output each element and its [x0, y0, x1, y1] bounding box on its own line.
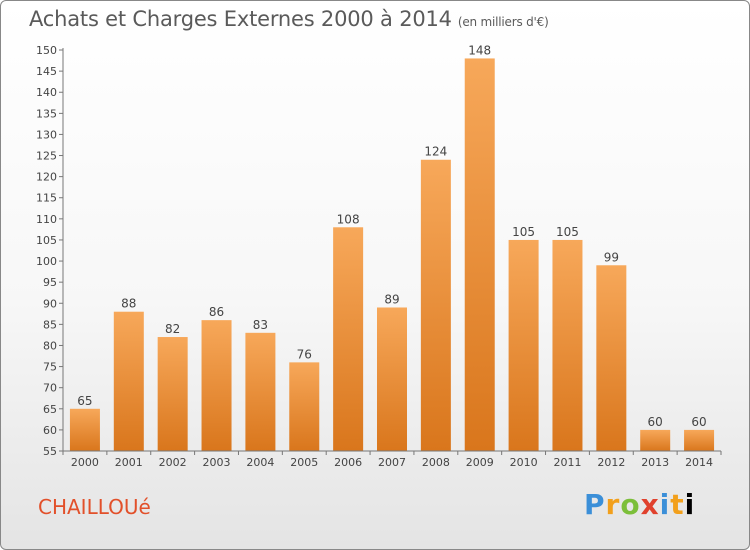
bar-value-label: 99 [604, 250, 619, 264]
location-label: CHAILLOUé [38, 495, 151, 519]
bar [289, 362, 320, 451]
x-tick-label: 2000 [71, 456, 99, 469]
x-tick-label: 2001 [115, 456, 143, 469]
y-tick-label: 140 [36, 86, 57, 99]
bar-value-label: 60 [648, 415, 663, 429]
proxiti-logo[interactable]: Proxiti [584, 488, 695, 521]
x-tick-label: 2014 [685, 456, 713, 469]
chart-title: Achats et Charges Externes 2000 à 2014 (e… [29, 7, 549, 31]
bar-value-label: 60 [691, 415, 706, 429]
y-tick-label: 65 [43, 403, 57, 416]
brand-letter: o [620, 488, 641, 521]
bar [69, 408, 100, 451]
bar-value-label: 148 [468, 43, 491, 57]
y-axis: 55 60 65 70 75 80 85 90 95 100 105 110 115 120 125 130 1… [36, 44, 64, 458]
y-tick-label: 85 [43, 318, 57, 331]
brand-letter: x [640, 488, 660, 521]
bar-value-label: 124 [424, 145, 447, 159]
bar [508, 239, 539, 451]
brand-letter: P [584, 488, 606, 521]
bar [596, 265, 627, 451]
bar [157, 337, 188, 451]
y-tick-label: 75 [43, 361, 57, 374]
x-tick-label: 2009 [466, 456, 494, 469]
bar [552, 239, 583, 451]
bars-group: 65 88 82 86 83 76 108 89 124 148 105 105 99 60 60 [69, 43, 715, 451]
bar [377, 307, 407, 451]
y-tick-label: 130 [36, 128, 57, 141]
bar-value-label: 105 [512, 225, 535, 239]
bar-value-label: 89 [384, 292, 399, 306]
title-unit: (en milliers d'€) [457, 15, 549, 29]
x-tick-label: 2013 [641, 456, 669, 469]
bar-value-label: 108 [337, 212, 360, 226]
y-tick-label: 110 [36, 213, 57, 226]
y-tick-label: 120 [36, 171, 57, 184]
x-tick-label: 2005 [290, 456, 318, 469]
x-tick-label: 2007 [378, 456, 406, 469]
y-tick-label: 55 [43, 445, 57, 458]
bar [640, 429, 671, 451]
x-tick-label: 2004 [246, 456, 274, 469]
bar-value-label: 105 [556, 225, 579, 239]
y-tick-label: 95 [43, 276, 57, 289]
y-tick-label: 90 [43, 297, 57, 310]
bar [420, 159, 451, 451]
brand-letter: i [659, 488, 671, 521]
y-tick-label: 105 [36, 234, 57, 247]
x-axis: 2000 2001 2002 2003 2004 2005 2006 2007 2008 2009… [62, 450, 722, 469]
brand-letter: i [684, 488, 696, 521]
bar [684, 429, 715, 451]
bar [245, 332, 276, 451]
x-tick-label: 2011 [553, 456, 581, 469]
bar-value-label: 65 [77, 394, 92, 408]
bar-value-label: 88 [121, 297, 136, 311]
x-tick-label: 2006 [334, 456, 362, 469]
bar-value-label: 76 [297, 347, 312, 361]
bar [113, 311, 144, 451]
brand-letter: t [670, 488, 685, 521]
y-tick-label: 135 [36, 107, 57, 120]
x-tick-label: 2003 [203, 456, 231, 469]
y-tick-label: 145 [36, 65, 57, 78]
bar [464, 58, 495, 451]
y-tick-label: 60 [43, 424, 57, 437]
y-tick-label: 125 [36, 150, 57, 163]
bar [201, 320, 232, 451]
y-tick-label: 100 [36, 255, 57, 268]
x-tick-label: 2002 [159, 456, 187, 469]
x-tick-label: 2012 [597, 456, 625, 469]
y-tick-label: 70 [43, 382, 57, 395]
bar [333, 227, 364, 451]
bar-value-label: 86 [209, 305, 224, 319]
brand-letter: r [605, 488, 621, 521]
y-tick-label: 115 [36, 192, 57, 205]
title-text: Achats et Charges Externes 2000 à 2014 [29, 7, 452, 31]
bar-value-label: 83 [253, 318, 268, 332]
y-tick-label: 150 [36, 44, 57, 57]
y-tick-label: 80 [43, 339, 57, 352]
x-tick-label: 2008 [422, 456, 450, 469]
x-tick-label: 2010 [510, 456, 538, 469]
bar-value-label: 82 [165, 322, 180, 336]
